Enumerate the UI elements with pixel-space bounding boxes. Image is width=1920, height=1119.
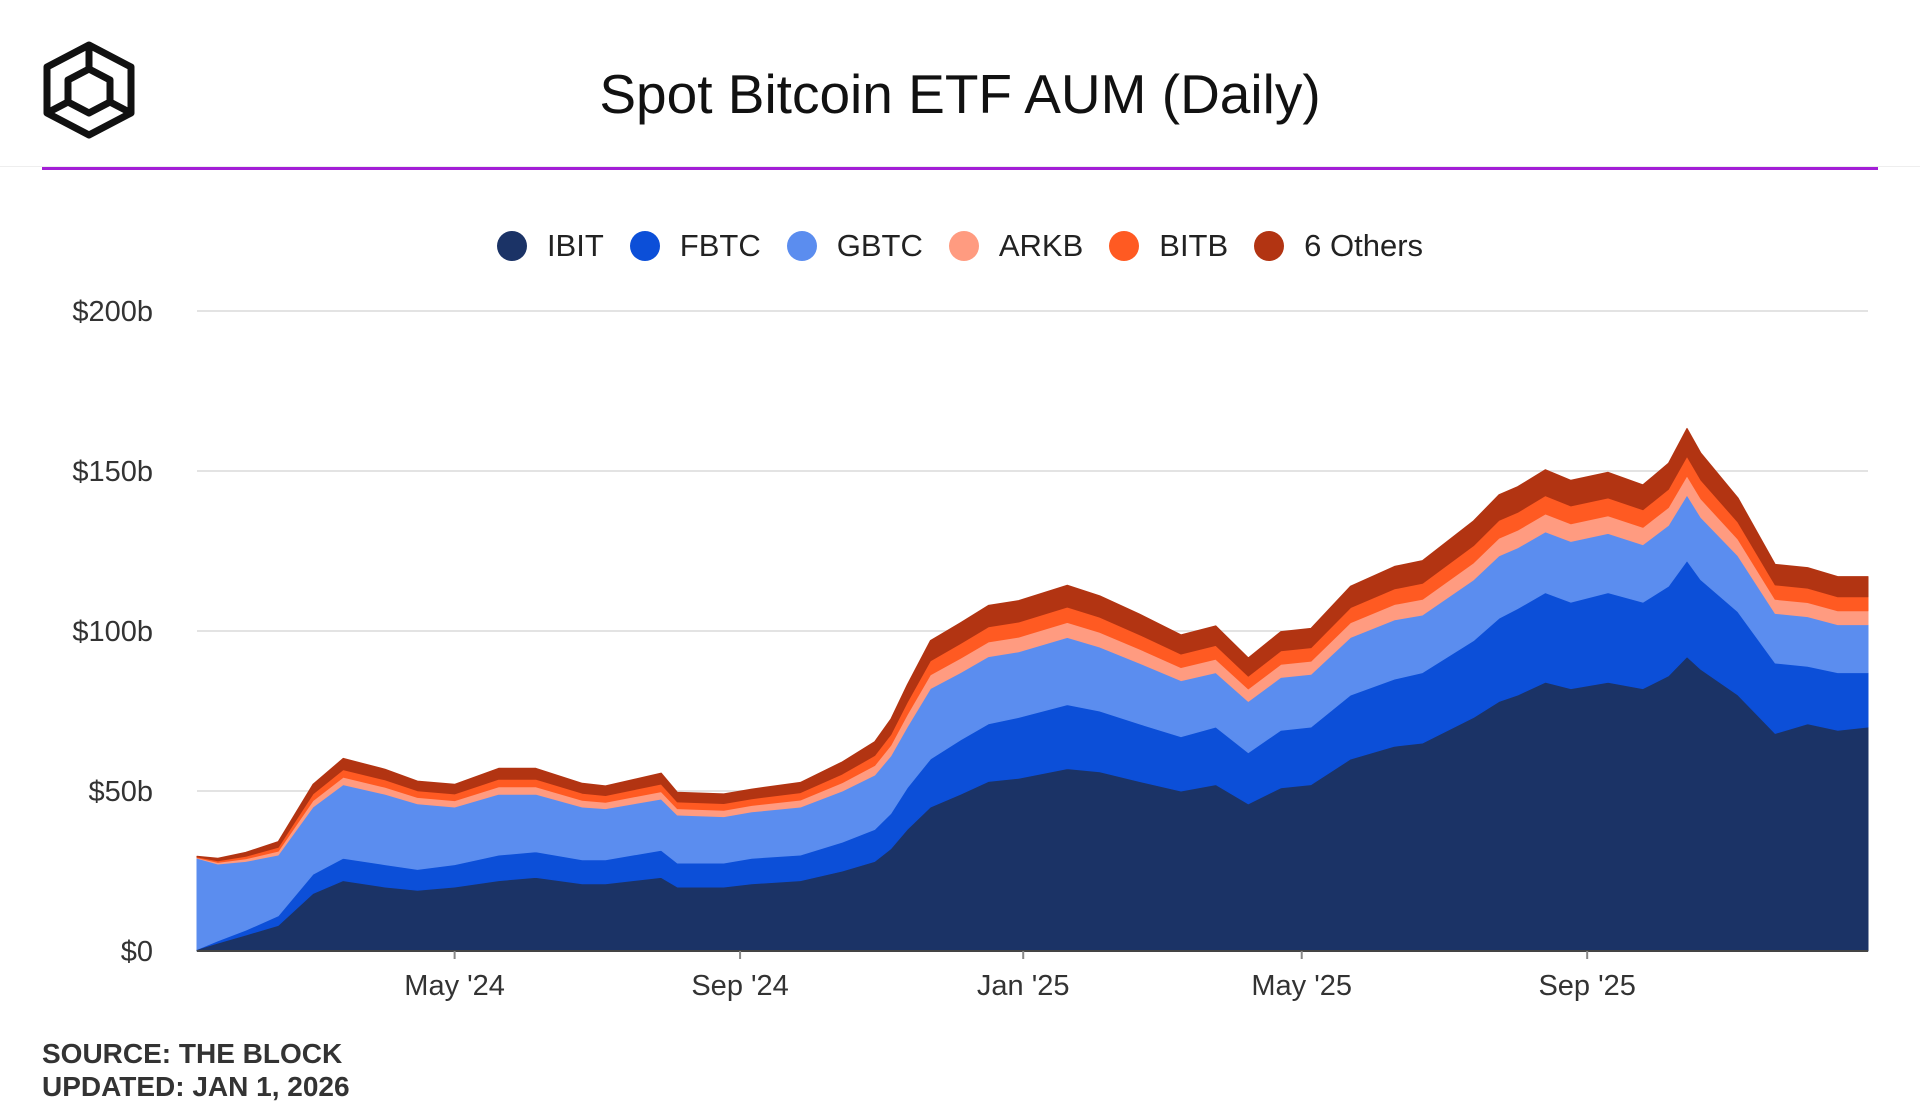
legend-label: GBTC: [836, 228, 923, 263]
x-tick-label: Jan '25: [977, 970, 1070, 1002]
legend-label: BITB: [1159, 228, 1229, 263]
cube-logo-icon: [43, 41, 135, 139]
legend-swatch: [948, 231, 979, 261]
legend-label: IBIT: [546, 228, 604, 263]
x-tick-label: May '24: [404, 970, 505, 1002]
updated-note: UPDATED: JAN 1, 2026: [42, 1071, 350, 1102]
y-tick-label: $150b: [72, 456, 153, 488]
legend-label: 6 Others: [1304, 228, 1424, 263]
chart-legend: IBIT FBTC GBTC ARKB BITB 6 Others: [0, 228, 1920, 264]
accent-rule: [42, 167, 1878, 170]
legend-swatch: [496, 231, 527, 261]
y-tick-label: $100b: [72, 616, 153, 648]
legend-item-arkb[interactable]: ARKB: [948, 228, 1084, 264]
stacked-area-chart: $0 $50b $100b $150b $200b May '24 Sep '24 Jan '…: [72, 296, 1869, 1002]
y-tick-label: $50b: [88, 776, 153, 808]
header-divider: [0, 166, 1920, 167]
source-note: SOURCE: THE BLOCK: [42, 1038, 343, 1069]
x-tick-label: May '25: [1251, 970, 1352, 1002]
legend-swatch: [629, 231, 660, 261]
y-tick-label: $200b: [72, 296, 153, 328]
legend-label: ARKB: [998, 228, 1084, 263]
x-tick-label: Sep '25: [1538, 970, 1635, 1002]
x-tick-label: Sep '24: [691, 970, 788, 1002]
legend-item-6-others[interactable]: 6 Others: [1254, 228, 1423, 264]
chart-title: Spot Bitcoin ETF AUM (Daily): [599, 63, 1321, 125]
legend-item-fbtc[interactable]: FBTC: [629, 228, 761, 264]
legend-swatch: [786, 231, 817, 261]
y-tick-label: $0: [121, 936, 153, 968]
area-series-6-others: [196, 427, 1869, 862]
legend-swatch: [1109, 231, 1140, 261]
legend-swatch: [1254, 231, 1285, 261]
chart-footer: SOURCE: THE BLOCK UPDATED: JAN 1, 2026: [42, 1037, 350, 1103]
legend-item-gbtc[interactable]: GBTC: [786, 228, 923, 264]
legend-item-bitb[interactable]: BITB: [1109, 228, 1228, 264]
legend-label: FBTC: [679, 228, 761, 263]
legend-item-ibit[interactable]: IBIT: [496, 228, 604, 264]
